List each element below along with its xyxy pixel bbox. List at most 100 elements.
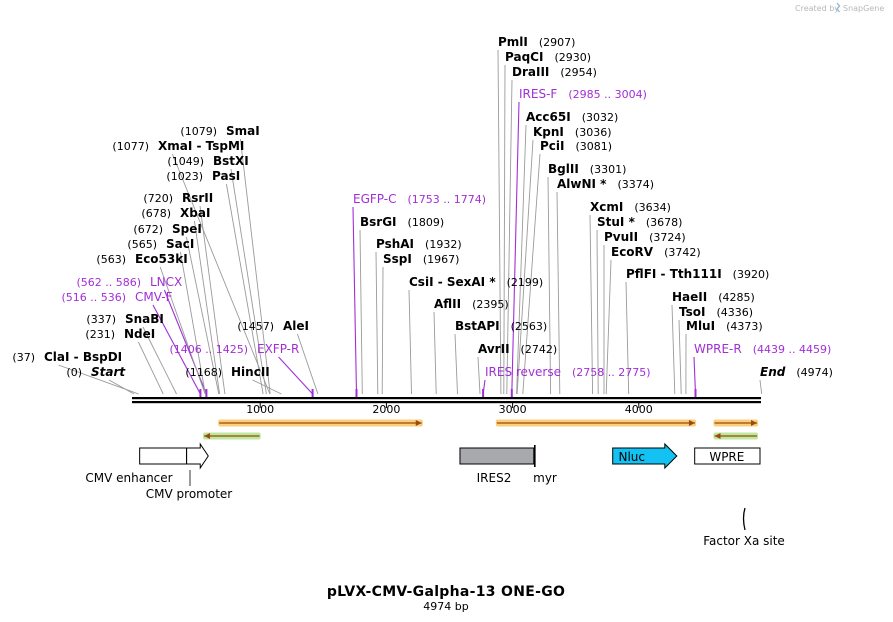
- orf-arrows: [203, 419, 758, 440]
- site-alei-position: (1457): [237, 320, 274, 333]
- site-xcmi-label[interactable]: XcmI (3634): [590, 200, 671, 214]
- site-lncx-label[interactable]: (562 .. 586) LNCX: [76, 275, 182, 289]
- feature-cmv-promoter[interactable]: CMV promoter: [146, 442, 233, 501]
- orf-reverse-1[interactable]: [203, 432, 261, 440]
- site-xbai-name: XbaI: [180, 206, 210, 220]
- site-smai-label[interactable]: (1079) SmaI: [180, 124, 259, 138]
- dna-backbone: [132, 397, 761, 404]
- site-bsrgi-label[interactable]: BsrGI (1809): [360, 215, 444, 229]
- site-bstxi-position: (1049): [167, 155, 204, 168]
- site-hincii-position: (1168): [185, 366, 222, 379]
- site-spei-label[interactable]: (672) SpeI: [133, 222, 201, 236]
- site-xbai-label[interactable]: (678) XbaI: [141, 206, 210, 220]
- orf-forward-3[interactable]: [713, 419, 758, 427]
- site-bglii-leader: [547, 176, 552, 395]
- site-egfp-c-leader: [352, 206, 358, 395]
- site-haeii-label[interactable]: HaeII (4285): [672, 290, 755, 304]
- site-pshai-label[interactable]: PshAI (1932): [376, 237, 462, 251]
- site-acc65i-label[interactable]: Acc65I (3032): [526, 110, 618, 124]
- site-alei-label[interactable]: (1457) AleI: [237, 319, 309, 333]
- feature-factor-xa-site[interactable]: Factor Xa site: [703, 507, 785, 548]
- site-avrii-label[interactable]: AvrII (2742): [478, 342, 557, 356]
- site-pflfi-label[interactable]: PflFI - Tth111I (3920): [626, 267, 769, 281]
- feature-myr[interactable]: myr: [533, 445, 557, 485]
- site-bglii-label[interactable]: BglII (3301): [548, 162, 626, 176]
- site-ires-f-primer-mark: [510, 389, 513, 397]
- orf-reverse-2[interactable]: [713, 432, 758, 440]
- site-alwni-label[interactable]: AlwNI * (3374): [557, 177, 654, 191]
- site-cmv-f-leader: [152, 304, 201, 395]
- site-pmli-label[interactable]: PmlI (2907): [498, 35, 575, 49]
- site-saci-leader: [179, 251, 206, 395]
- site-pshai-position: (1932): [425, 238, 462, 251]
- feature-nluc[interactable]: Nluc: [612, 442, 678, 470]
- site-csii-label[interactable]: CsiI - SexAI * (2199): [409, 275, 543, 289]
- site-paqci-label[interactable]: PaqCI (2930): [505, 50, 591, 64]
- tick-label-1000: 1000: [246, 403, 274, 416]
- site-kpni-leader: [516, 139, 534, 395]
- site-kpni-position: (3036): [575, 126, 612, 139]
- site-egfp-c-label[interactable]: EGFP-C (1753 .. 1774): [353, 192, 486, 206]
- site-acc65i-name: Acc65I: [526, 110, 571, 124]
- site-eco53ki-label[interactable]: (563) Eco53kI: [96, 252, 187, 266]
- site-xcmi-name: XcmI: [590, 200, 623, 214]
- site-start-label[interactable]: (0) Start: [66, 365, 126, 379]
- site-sspi-position: (1967): [423, 253, 460, 266]
- site-pvuii-name: PvuII: [604, 230, 638, 244]
- site-ecorv-label[interactable]: EcoRV (3742): [611, 245, 701, 259]
- site-ndei-label[interactable]: (231) NdeI: [85, 327, 155, 341]
- feature-wpre[interactable]: WPRE: [694, 447, 761, 465]
- site-bstapi-leader: [454, 333, 458, 395]
- site-lncx-primer-mark: [205, 389, 208, 397]
- orf-forward-2[interactable]: [495, 419, 696, 427]
- site-avrii-leader: [477, 356, 481, 395]
- site-tsoi-name: TsoI: [679, 305, 705, 319]
- site-pcii-label[interactable]: PciI (3081): [540, 139, 612, 153]
- orf-forward-1[interactable]: [218, 419, 423, 427]
- site-bglii-name: BglII: [548, 162, 579, 176]
- site-end-name: End: [760, 365, 786, 379]
- feature-ires2[interactable]: IRES2: [459, 447, 535, 485]
- leader-lines: [58, 49, 763, 397]
- site-kpni-label[interactable]: KpnI (3036): [533, 125, 611, 139]
- site-stui-label[interactable]: StuI * (3678): [597, 215, 682, 229]
- site-clai-label[interactable]: (37) ClaI - BspDI: [12, 350, 122, 364]
- site-pcii-name: PciI: [540, 139, 565, 153]
- site-draiii-label[interactable]: DraIII (2954): [512, 65, 597, 79]
- site-paqci-name: PaqCI: [505, 50, 543, 64]
- site-tsoi-label[interactable]: TsoI (4336): [679, 305, 753, 319]
- site-pvuii-label[interactable]: PvuII (3724): [604, 230, 686, 244]
- site-sspi-label[interactable]: SspI (1967): [383, 252, 459, 266]
- site-wpre-r-label[interactable]: WPRE-R (4439 .. 4459): [694, 342, 831, 356]
- site-exfp-r-label[interactable]: (1406 .. 1425) EXFP-R: [169, 342, 299, 356]
- site-bstxi-label[interactable]: (1049) BstXI: [167, 154, 248, 168]
- site-ires-reverse-label[interactable]: IRES reverse (2758 .. 2775): [485, 365, 651, 379]
- site-clai-name: ClaI - BspDI: [44, 350, 122, 364]
- site-rsrii-label[interactable]: (720) RsrII: [143, 191, 213, 205]
- site-paqci-leader: [503, 64, 506, 395]
- feature-cmv-enhancer[interactable]: CMV enhancer: [85, 447, 187, 485]
- site-end-label[interactable]: End (4974): [760, 365, 833, 379]
- site-wpre-r-primer-mark: [694, 389, 697, 397]
- site-hincii-label[interactable]: (1168) HincII: [185, 365, 269, 379]
- tick-2000: 2000: [372, 403, 400, 416]
- site-snabi-leader: [142, 326, 177, 395]
- site-aflii-label[interactable]: AflII (2395): [434, 297, 509, 311]
- site-pasi-label[interactable]: (1023) PasI: [166, 169, 240, 183]
- site-smai-name: SmaI: [226, 124, 260, 138]
- site-ndei-position: (231): [85, 328, 115, 341]
- site-avrii-name: AvrII: [478, 342, 510, 356]
- site-csii-leader: [408, 289, 412, 395]
- site-ires-f-label[interactable]: IRES-F (2985 .. 3004): [519, 87, 647, 101]
- site-mlui-label[interactable]: MluI (4373): [686, 319, 763, 333]
- site-saci-label[interactable]: (565) SacI: [127, 237, 194, 251]
- site-snabi-label[interactable]: (337) SnaBI: [86, 312, 164, 326]
- site-aflii-leader: [433, 311, 437, 395]
- site-cmv-f-label[interactable]: (516 .. 536) CMV-F: [61, 290, 172, 304]
- site-xmai-leader: [171, 153, 271, 395]
- map-title: pLVX-CMV-Galpha-13 ONE-GO: [327, 584, 565, 600]
- site-xbai-position: (678): [141, 207, 171, 220]
- site-ires-f-position: (2985 .. 3004): [568, 88, 647, 101]
- site-xmai-label[interactable]: (1077) XmaI - TspMI: [112, 139, 244, 153]
- site-bstapi-label[interactable]: BstAPI (2563): [455, 319, 547, 333]
